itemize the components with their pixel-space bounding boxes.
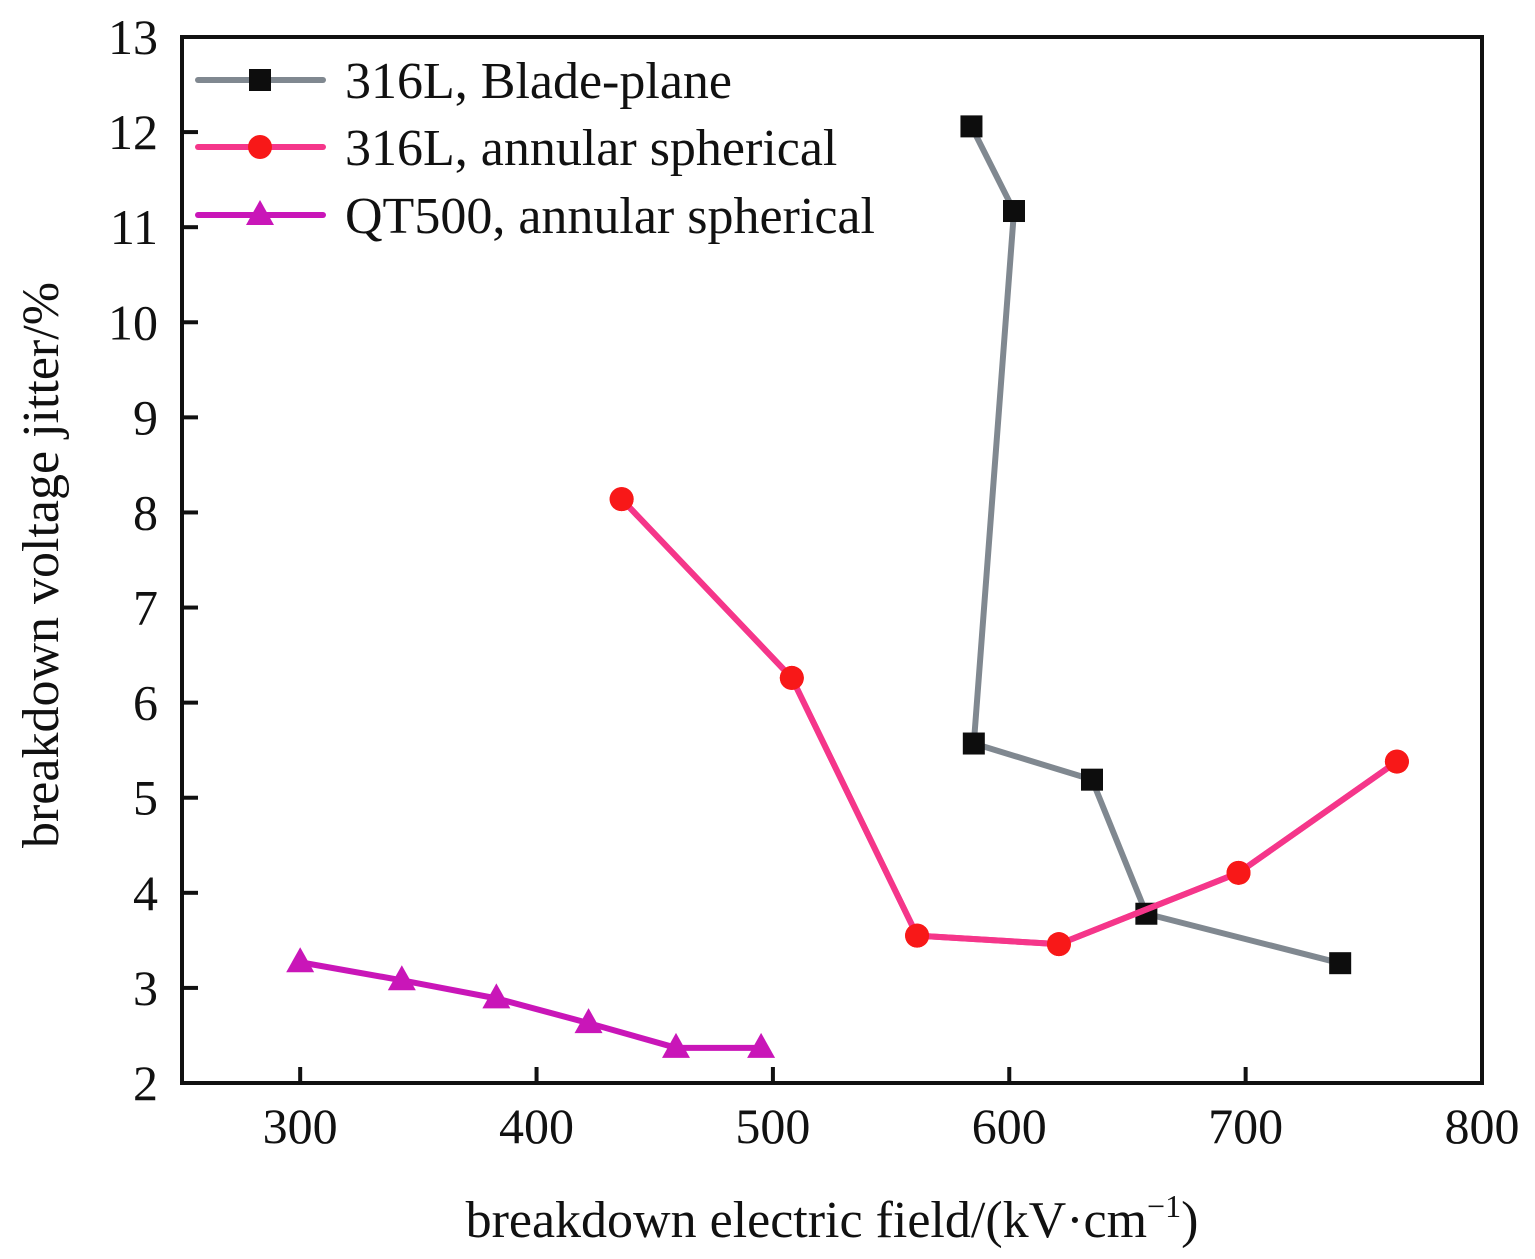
- data-point: [387, 965, 416, 991]
- x-axis-title-main: breakdown electric field/(kV·cm: [466, 1192, 1147, 1249]
- y-tick-label: 8: [133, 484, 158, 540]
- legend-item: 316L, Blade-plane: [195, 53, 732, 110]
- x-axis-title: breakdown electric field/(kV·cm−1): [466, 1188, 1199, 1249]
- ticks-layer: 300 400 500 600 700 800 2 3 4 5 6 7 8 9 10 11 12 13: [108, 9, 1520, 1154]
- series-qt500-annular-spherical: [286, 947, 776, 1058]
- y-tick-label: 3: [133, 960, 158, 1016]
- x-axis-title-superscript: −1: [1147, 1188, 1181, 1224]
- data-point: [1226, 860, 1251, 885]
- series-line: [968, 125, 1341, 967]
- series-line-overlay: [619, 497, 1399, 948]
- legend-marker: [249, 69, 271, 91]
- x-tick-label: 700: [1208, 1098, 1283, 1154]
- series-316l-annular-spherical: [609, 487, 1409, 957]
- series-line: [619, 497, 1399, 948]
- data-point: [286, 947, 315, 973]
- series-316l-blade-plane: [960, 115, 1352, 975]
- data-point: [779, 665, 804, 690]
- y-tick-label: 7: [133, 580, 158, 636]
- y-tick-label: 11: [110, 199, 158, 255]
- y-tick-label: 13: [108, 9, 158, 65]
- x-tick-label: 400: [499, 1098, 574, 1154]
- y-tick-label: 9: [133, 389, 158, 445]
- x-tick-label: 300: [263, 1098, 338, 1154]
- data-point: [1329, 952, 1352, 975]
- y-tick-label: 12: [108, 104, 158, 160]
- y-tick-label: 10: [108, 294, 158, 350]
- x-tick-label: 500: [735, 1098, 810, 1154]
- y-tick-label: 6: [133, 675, 158, 731]
- data-point: [1081, 768, 1103, 791]
- data-point: [662, 1032, 690, 1058]
- data-point: [960, 115, 983, 138]
- series-overlay: [609, 487, 1409, 957]
- series-line: [299, 959, 762, 1051]
- legend-label: 316L, Blade-plane: [345, 53, 732, 110]
- data-point: [1046, 932, 1071, 957]
- legend: 316L, Blade-plane 316L, annular spherical…: [195, 53, 875, 245]
- x-axis-title-suffix: ): [1181, 1192, 1198, 1249]
- data-point: [1384, 749, 1409, 774]
- data-point: [1003, 200, 1025, 223]
- x-tick-label: 800: [1445, 1098, 1520, 1154]
- legend-item: QT500, annular spherical: [195, 188, 875, 245]
- legend-label: QT500, annular spherical: [345, 188, 875, 245]
- data-point: [574, 1008, 603, 1034]
- y-tick-label: 2: [133, 1055, 158, 1111]
- data-point: [905, 923, 930, 948]
- y-tick-label: 4: [133, 865, 158, 921]
- legend-label: 316L, annular spherical: [345, 120, 837, 177]
- legend-marker: [246, 200, 274, 225]
- series-layer: [286, 115, 1409, 1058]
- x-tick-label: 600: [972, 1098, 1047, 1154]
- data-point: [482, 983, 511, 1009]
- legend-item: 316L, annular spherical: [195, 120, 837, 177]
- y-tick-label: 5: [133, 770, 158, 826]
- plot-frame: [180, 35, 1484, 1085]
- data-point: [609, 487, 634, 512]
- legend-marker: [248, 135, 272, 159]
- data-point: [962, 732, 985, 755]
- y-axis-title: breakdown voltage jitter/%: [13, 282, 70, 848]
- data-point: [747, 1032, 776, 1058]
